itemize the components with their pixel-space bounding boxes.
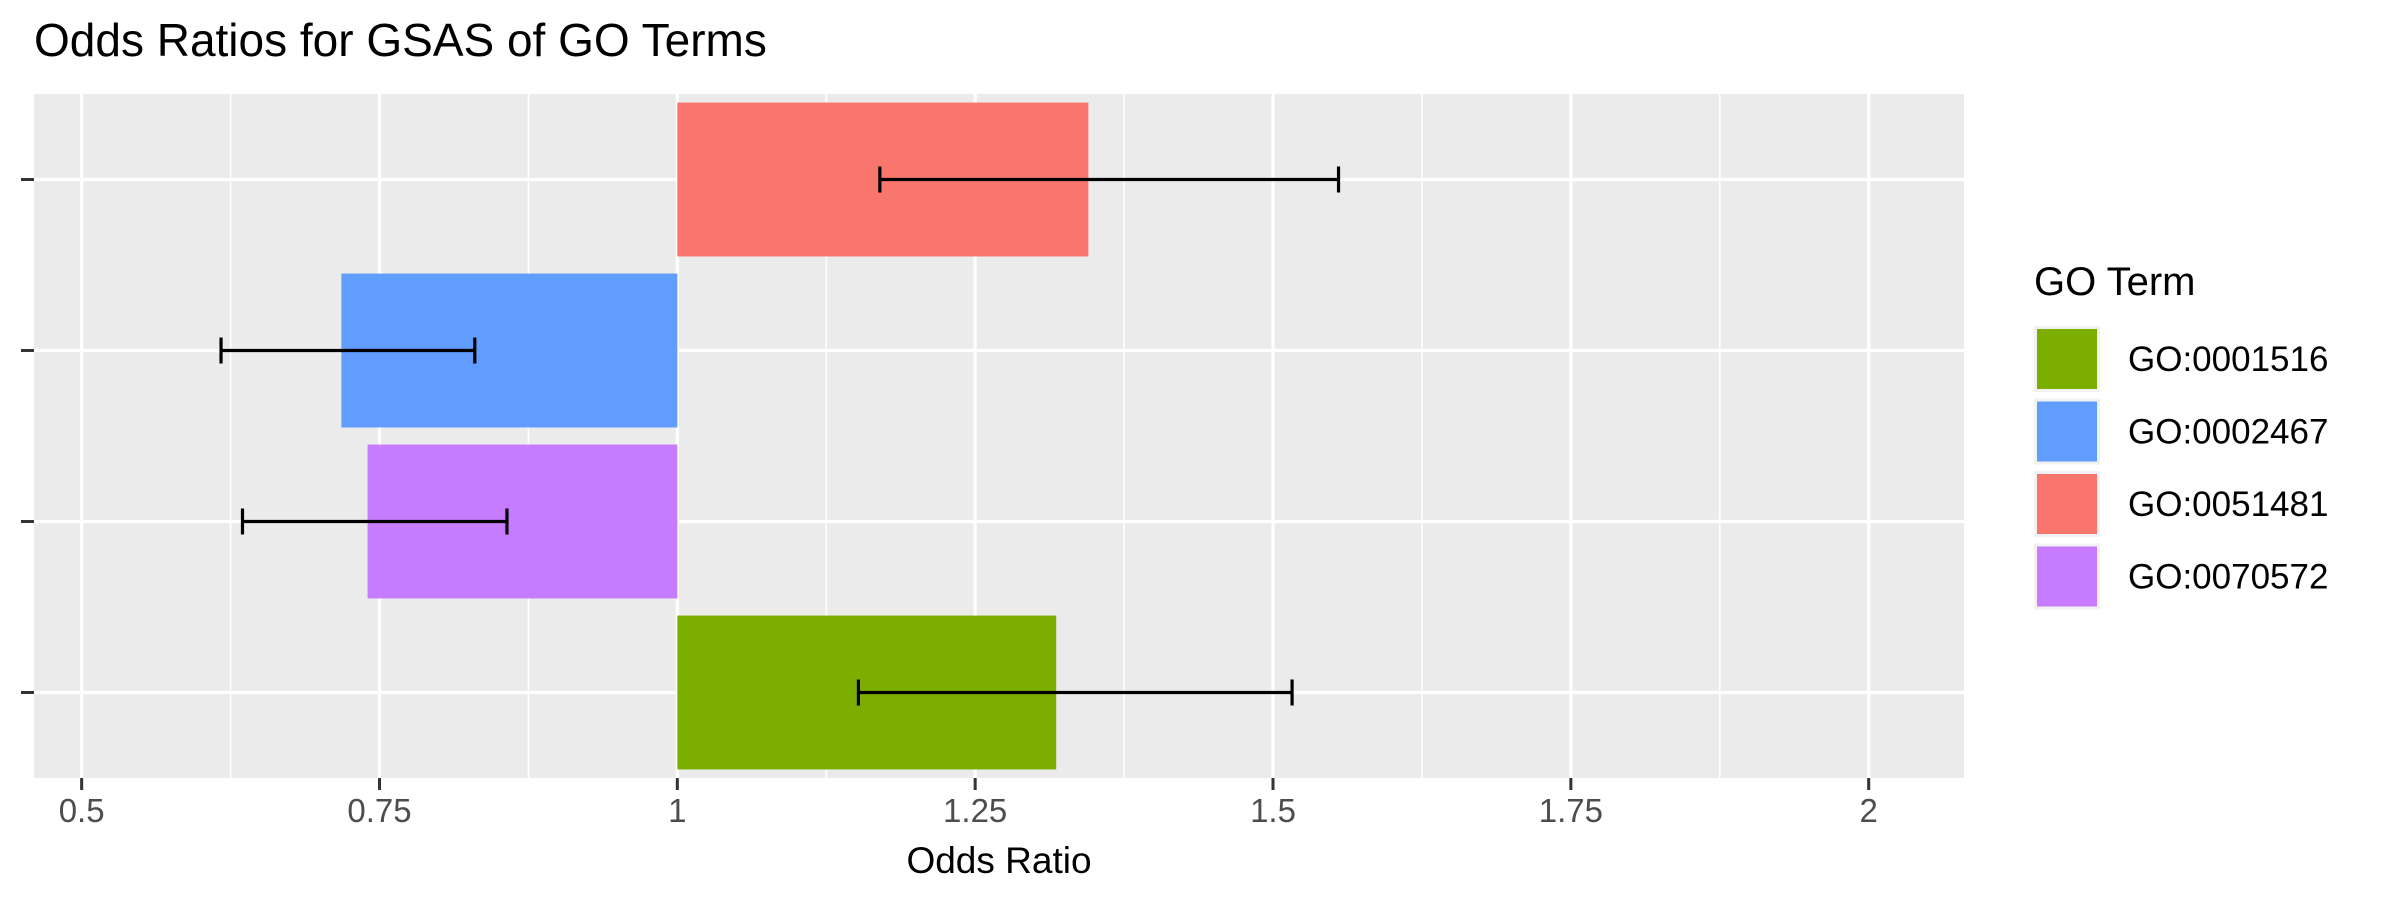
error-bar-GO-0001516 bbox=[856, 679, 1294, 706]
x-tick-label: 1.5 bbox=[1250, 792, 1296, 829]
error-bar-GO-0070572 bbox=[240, 508, 509, 535]
legend-swatch-GO-0070572 bbox=[2037, 546, 2097, 607]
legend: GO Term GO:0001516 GO:0002467 GO:0051481 GO… bbox=[2034, 260, 2328, 610]
legend-title: GO Term bbox=[2034, 260, 2196, 304]
x-tick-label: 2 bbox=[1860, 792, 1878, 829]
x-tick-label: 1.25 bbox=[943, 792, 1007, 829]
legend-swatch-GO-0002467 bbox=[2037, 401, 2097, 462]
x-tick-label: 0.5 bbox=[59, 792, 105, 829]
error-bars bbox=[219, 166, 1341, 706]
legend-swatch-GO-0001516 bbox=[2037, 329, 2097, 389]
x-tick-label: 0.75 bbox=[347, 792, 411, 829]
legend-swatch-GO-0051481 bbox=[2037, 474, 2097, 534]
legend-label-GO-0002467: GO:0002467 bbox=[2128, 413, 2328, 452]
error-bar-GO-0051481 bbox=[878, 166, 1341, 193]
chart-title: Odds Ratios for GSAS of GO Terms bbox=[34, 14, 767, 66]
legend-label-GO-0051481: GO:0051481 bbox=[2128, 485, 2328, 524]
x-axis-ticks: 0.5 0.75 1 1.25 1.5 1.75 2 bbox=[59, 778, 1878, 829]
x-tick-label: 1 bbox=[668, 792, 686, 829]
x-axis-title: Odds Ratio bbox=[906, 840, 1091, 881]
x-tick-label: 1.75 bbox=[1539, 792, 1603, 829]
legend-label-GO-0001516: GO:0001516 bbox=[2128, 340, 2328, 379]
y-axis-ticks bbox=[21, 178, 34, 694]
legend-label-GO-0070572: GO:0070572 bbox=[2128, 558, 2328, 597]
error-bar-GO-0002467 bbox=[219, 337, 477, 364]
